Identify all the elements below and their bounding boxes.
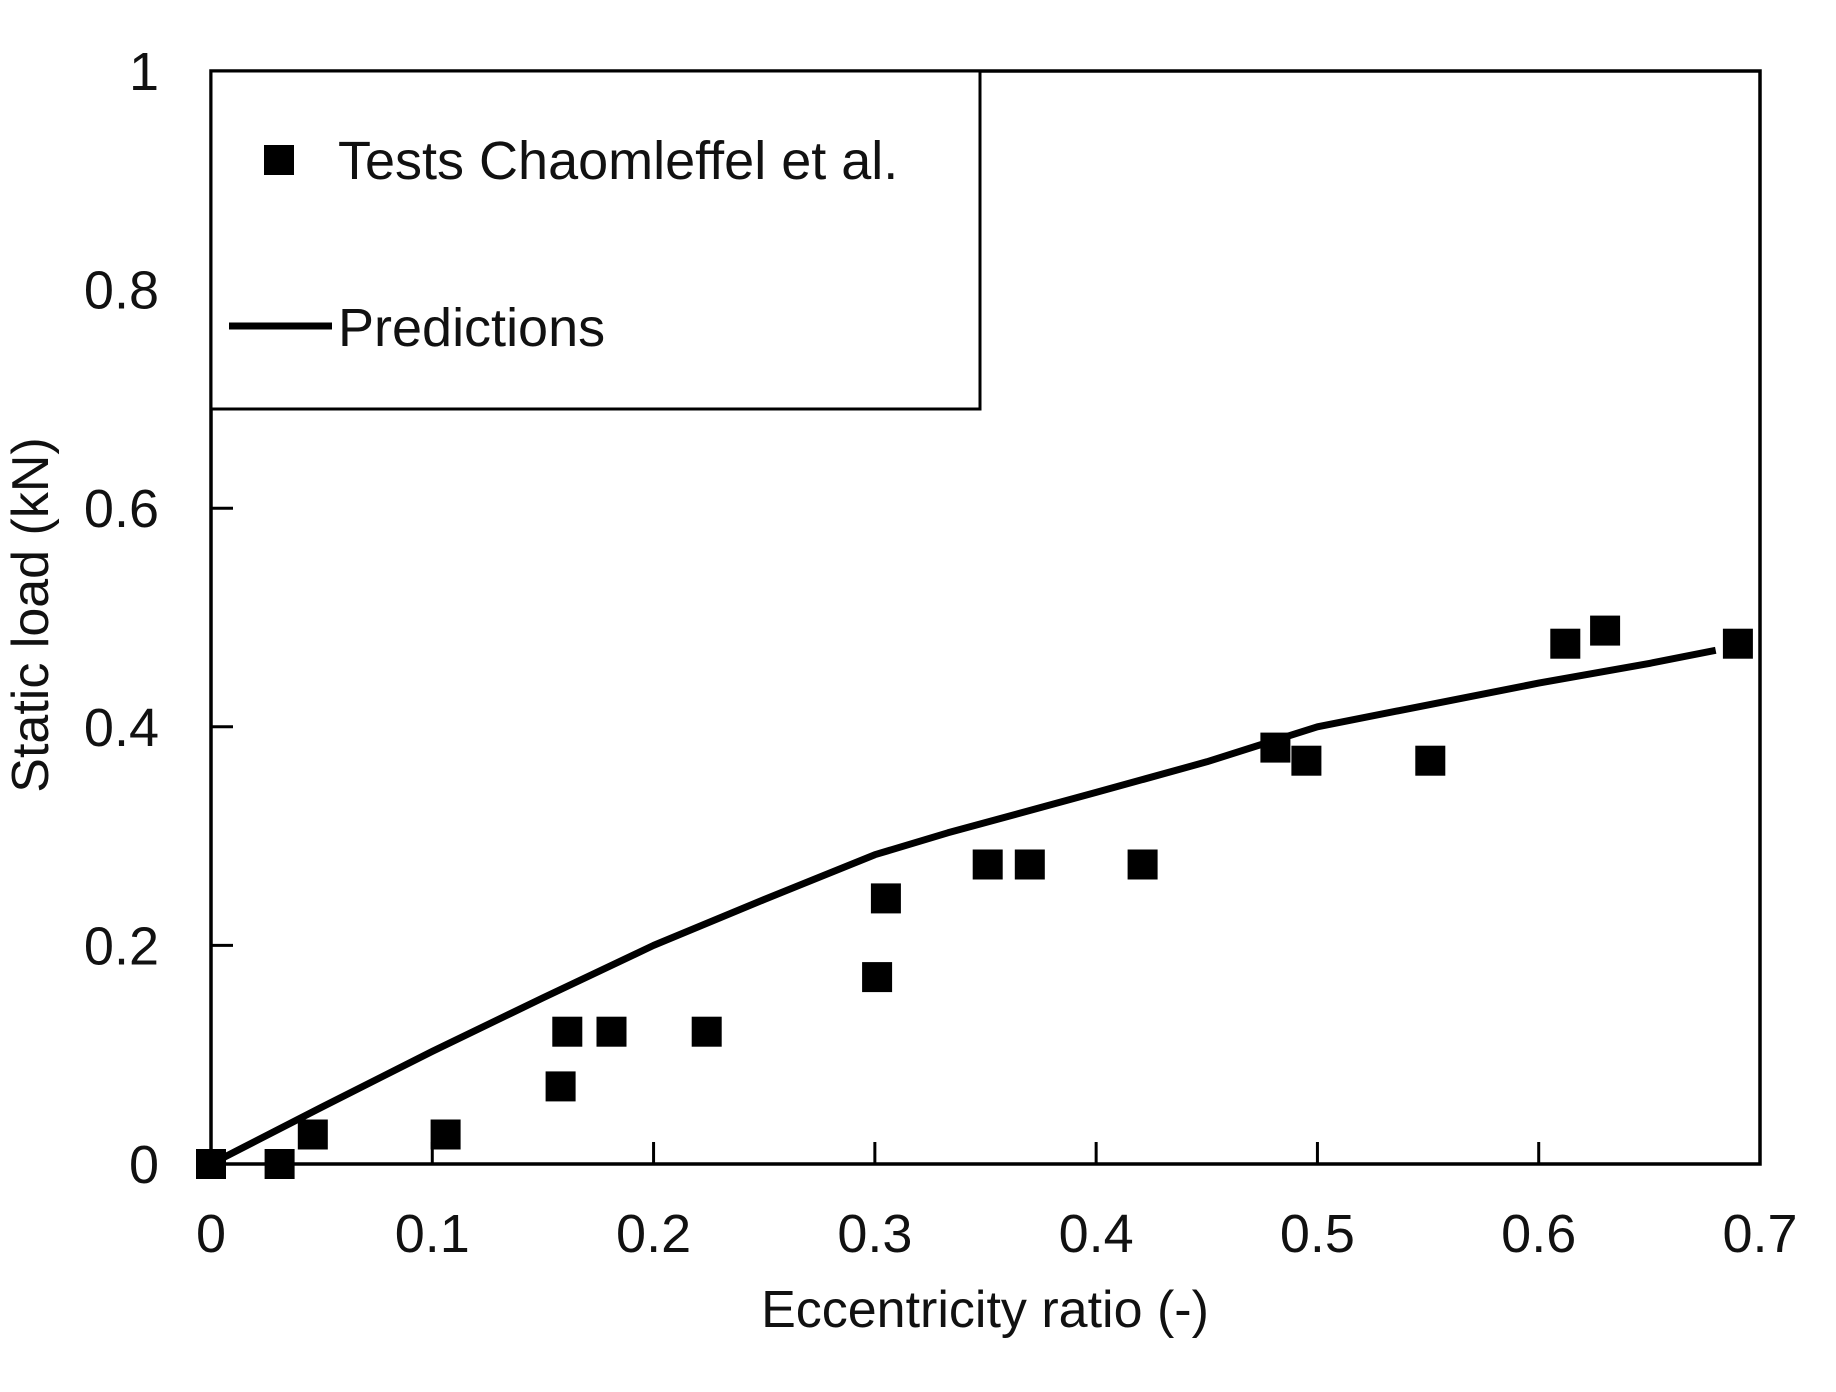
test-point-marker — [691, 1016, 722, 1047]
test-point-marker — [552, 1016, 583, 1047]
test-point-marker — [545, 1071, 576, 1102]
test-point-marker — [297, 1119, 328, 1150]
legend-label-tests: Tests Chaomleffel et al. — [338, 131, 898, 191]
y-tick-label: 0.6 — [84, 479, 159, 539]
x-axis-title: Eccentricity ratio (-) — [761, 1281, 1209, 1339]
x-tick-label: 0.3 — [837, 1204, 912, 1264]
x-tick-label: 0 — [196, 1204, 226, 1264]
test-point-marker — [1550, 628, 1581, 659]
y-tick-label: 0 — [129, 1135, 159, 1195]
y-tick-label: 1 — [129, 42, 159, 102]
y-tick-label: 0.4 — [84, 698, 159, 758]
x-tick-label: 0.4 — [1059, 1204, 1134, 1264]
x-tick-label: 0.6 — [1501, 1204, 1576, 1264]
test-point-marker — [1590, 615, 1621, 646]
test-points — [196, 615, 1753, 1179]
y-tick-label: 0.8 — [84, 261, 159, 321]
test-point-marker — [972, 849, 1003, 880]
y-axis-title: Static load (kN) — [2, 437, 60, 792]
test-point-marker — [1260, 732, 1291, 763]
x-tick-label: 0.2 — [616, 1204, 691, 1264]
test-point-marker — [596, 1016, 627, 1047]
test-point-marker — [1014, 849, 1045, 880]
test-point-marker — [430, 1119, 461, 1150]
plot-frame — [209, 69, 1762, 1166]
legend: Tests Chaomleffel et al. Predictions — [209, 69, 982, 411]
x-tick-label: 0.5 — [1280, 1204, 1355, 1264]
legend-label-predictions: Predictions — [338, 298, 605, 358]
test-point-marker — [862, 962, 893, 993]
test-point-marker — [1127, 849, 1158, 880]
legend-box — [209, 69, 982, 411]
prediction-lines — [209, 646, 1717, 1168]
legend-square-marker-icon — [264, 145, 294, 175]
test-point-marker — [1722, 628, 1753, 659]
test-point-marker — [1291, 745, 1322, 776]
y-tick-label: 0.2 — [84, 916, 159, 976]
test-point-marker — [264, 1149, 295, 1179]
prediction-line — [209, 646, 1717, 1168]
x-axis-ticks: 0 0.1 0.2 0.3 0.4 0.5 0.6 0.7 — [196, 1142, 1798, 1264]
y-axis-ticks: 0 0.2 0.4 0.6 0.8 1 — [84, 42, 233, 1195]
test-point-marker — [196, 1149, 226, 1179]
x-tick-label: 0.1 — [395, 1204, 470, 1264]
test-point-marker — [1415, 745, 1446, 776]
x-tick-label: 0.7 — [1722, 1204, 1797, 1264]
test-point-marker — [870, 883, 901, 914]
